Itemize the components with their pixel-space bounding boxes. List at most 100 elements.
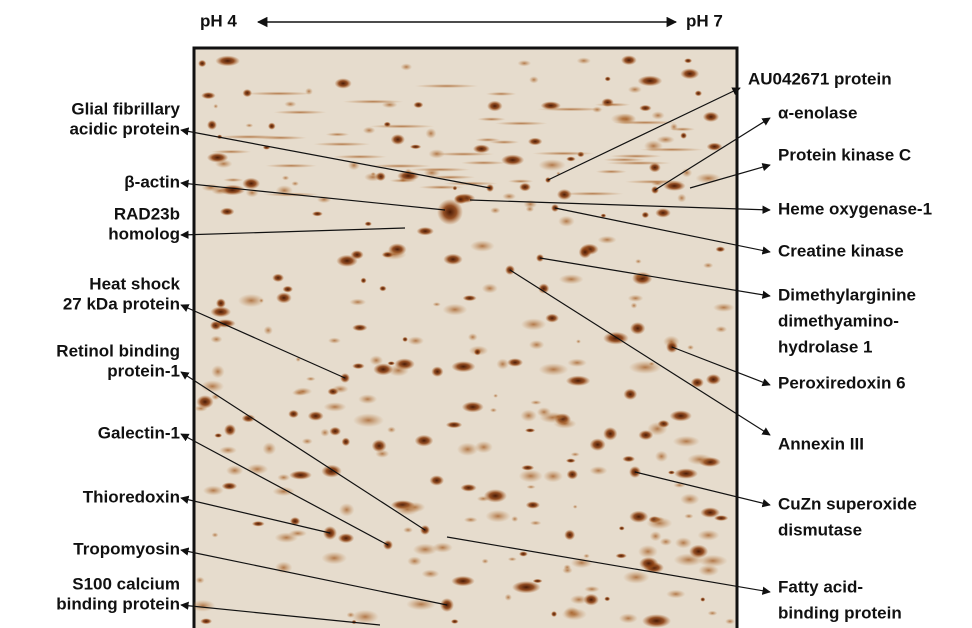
streak [561,191,624,196]
spot [400,63,413,71]
spot [371,439,387,453]
pointer [671,346,771,387]
spot [200,380,225,393]
right-label: hydrolase 1 [778,337,873,356]
spot [237,293,265,308]
spot [629,510,649,523]
streak [477,117,506,122]
spot [407,336,424,346]
spot [467,333,478,342]
spot [341,437,351,447]
spot [200,618,213,625]
spot [551,413,565,420]
spot [214,433,223,438]
right-label: Peroxiredoxin 6 [778,373,906,392]
spot [695,172,722,184]
streak [494,121,548,126]
spot [621,55,637,66]
spot [201,92,216,100]
pointer [180,304,346,379]
spot [504,593,512,601]
spot [307,411,324,421]
spot [211,532,219,538]
pointer [180,371,426,531]
spot [502,192,517,200]
spot [301,438,313,445]
spot [241,414,256,423]
spot [211,186,229,195]
streak [432,152,495,157]
streak [612,120,678,125]
spot [629,322,646,335]
spot [213,103,219,109]
left-label: acidic protein [69,119,180,138]
ph-left: pH 4 [200,11,237,30]
right-label: α-enolase [778,103,857,122]
spot [572,504,578,509]
streak [485,91,517,96]
pointer [446,536,771,595]
spot [501,154,525,166]
streak [536,107,605,112]
spot [262,442,277,456]
spot [210,335,223,344]
spot [379,285,387,292]
spot [558,274,584,285]
spot [462,295,477,302]
spot [529,76,539,84]
right-label: Heme oxygenase-1 [778,199,932,218]
spot [532,578,543,584]
spot [451,361,476,373]
spot [600,213,607,218]
spot [432,542,453,553]
right-label: dimethyamino- [778,311,899,330]
right-label: Protein kinase C [778,145,911,164]
spot [425,128,437,139]
spot [578,245,592,259]
spot [412,543,438,556]
streak [594,102,631,107]
pointer [180,179,446,211]
spot [351,609,379,624]
spot [589,466,608,476]
spot [518,551,528,557]
spot [538,159,566,171]
spot [646,517,673,530]
spot [481,558,489,564]
spot [463,516,478,523]
spot [414,434,434,447]
spot [615,553,627,559]
pointer [180,433,389,546]
spot [566,156,576,162]
spot [219,446,237,455]
spot [641,614,672,628]
left-label: Retinol binding [56,341,180,360]
streak [244,91,314,96]
streak [639,147,705,152]
spot [666,589,686,599]
spot [681,168,693,178]
spot [442,303,468,316]
left-label: homolog [108,224,180,243]
spot [489,407,498,413]
spot [476,495,490,502]
streak [532,151,595,156]
spot [327,337,341,344]
spot [651,111,665,120]
spot [332,384,349,394]
right-label: dismutase [778,520,862,539]
spot [687,344,694,351]
spot [472,144,491,154]
spot [529,520,542,526]
spot [277,473,291,482]
spot [276,292,292,304]
spot [456,442,479,456]
spot [289,516,301,526]
spot [674,537,692,549]
spot [566,469,579,480]
spot [496,358,510,370]
spot [604,76,611,82]
spot [623,388,638,401]
spot [526,484,536,490]
spot [618,613,638,624]
